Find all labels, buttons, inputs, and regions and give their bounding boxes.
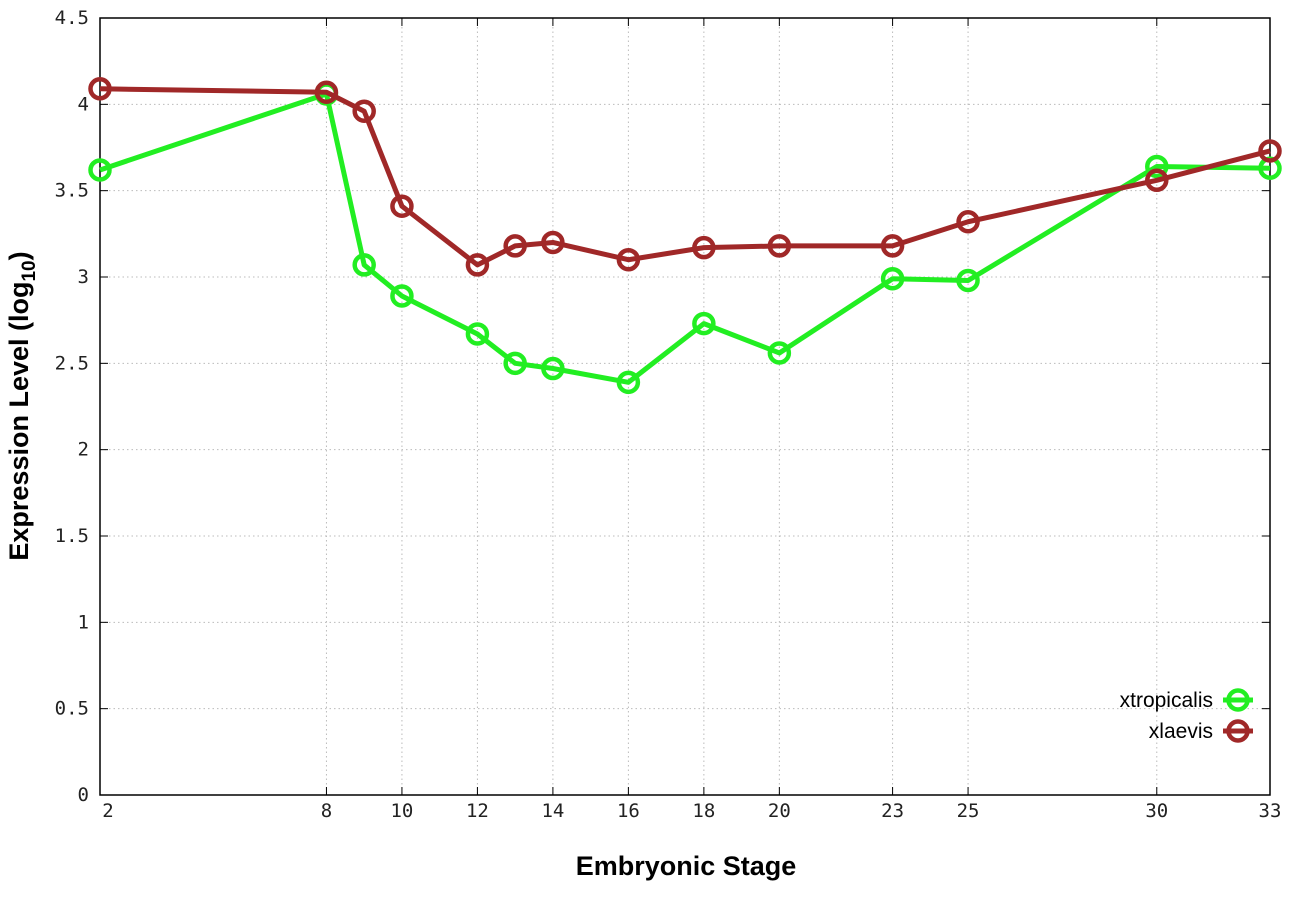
x-tick-label: 18 — [692, 800, 715, 822]
data-point-xlaevis — [465, 253, 490, 277]
legend-label-xlaevis: xlaevis — [1149, 720, 1213, 743]
data-point-xlaevis — [352, 99, 376, 123]
y-tick-label: 2 — [78, 439, 89, 461]
y-tick-label: 4 — [78, 93, 89, 115]
y-tick-label: 3.5 — [55, 180, 89, 202]
y-tick-label: 1 — [78, 611, 89, 633]
x-tick-label: 8 — [321, 800, 332, 822]
y-tick-label: 1.5 — [55, 525, 89, 547]
data-point-xtropicalis — [880, 266, 905, 291]
data-point-xtropicalis — [88, 158, 112, 182]
legend-label-xtropicalis: xtropicalis — [1120, 689, 1213, 712]
data-point-xtropicalis — [541, 356, 565, 381]
data-point-xlaevis — [503, 234, 527, 258]
data-point-xlaevis — [88, 77, 112, 101]
x-tick-label: 25 — [957, 800, 980, 822]
series-group — [88, 77, 1282, 395]
x-tick-label: 10 — [390, 800, 413, 822]
data-point-xtropicalis — [767, 341, 792, 365]
data-point-xtropicalis — [352, 253, 376, 277]
x-tick-label: 12 — [466, 800, 489, 822]
y-axis-title-close: ) — [4, 251, 34, 260]
y-tick-label: 3 — [78, 266, 89, 288]
series-line-xtropicalis — [99, 91, 1271, 385]
y-axis-title-subscript: 10 — [19, 260, 40, 281]
data-point-xtropicalis — [503, 351, 527, 376]
data-point-xlaevis — [314, 80, 339, 104]
data-point-xtropicalis — [1145, 154, 1169, 179]
data-point-xtropicalis — [465, 322, 490, 346]
data-point-xtropicalis — [692, 311, 716, 336]
data-point-xlaevis — [880, 234, 905, 258]
data-point-xlaevis — [1258, 139, 1282, 163]
x-tick-label: 23 — [881, 800, 904, 822]
data-point-xlaevis — [541, 230, 565, 255]
plot-frame — [99, 17, 1271, 796]
legend-marker-xtropicalis — [1226, 688, 1250, 712]
series-line-xlaevis — [99, 86, 1271, 268]
x-tick-label: 16 — [617, 800, 640, 822]
y-tick-label: 4.5 — [55, 7, 89, 29]
data-point-xlaevis — [390, 194, 414, 218]
data-point-xlaevis — [956, 209, 980, 234]
legend: xtropicalis xlaevis — [1120, 688, 1253, 743]
y-tick-label: 0.5 — [55, 698, 89, 720]
data-point-xlaevis — [1145, 168, 1169, 193]
data-point-xtropicalis — [390, 284, 414, 308]
data-point-xtropicalis — [616, 370, 641, 395]
x-tick-label: 2 — [102, 800, 113, 822]
x-tick-label: 20 — [768, 800, 791, 822]
x-tick-label: 14 — [541, 800, 564, 822]
data-point-xlaevis — [692, 235, 716, 260]
ticks: 2 8 10 12 14 16 18 20 23 25 30 33 0 0.5 1 1.5 2 2.5 3 3.5 4 4… — [55, 7, 1282, 822]
y-tick-label: 2.5 — [55, 352, 89, 374]
x-tick-label: 33 — [1259, 800, 1282, 822]
grid — [99, 17, 1271, 796]
data-point-xlaevis — [767, 234, 792, 258]
x-tick-label: 30 — [1145, 800, 1168, 822]
y-axis-title: Expression Level (log10) — [4, 251, 40, 560]
y-axis-title-main: Expression Level (log — [4, 282, 34, 561]
data-point-xlaevis — [616, 247, 641, 272]
x-axis-title: Embryonic Stage — [576, 851, 797, 881]
y-tick-label: 0 — [78, 784, 89, 806]
data-point-xtropicalis — [956, 268, 980, 293]
legend-marker-xlaevis — [1226, 719, 1250, 743]
